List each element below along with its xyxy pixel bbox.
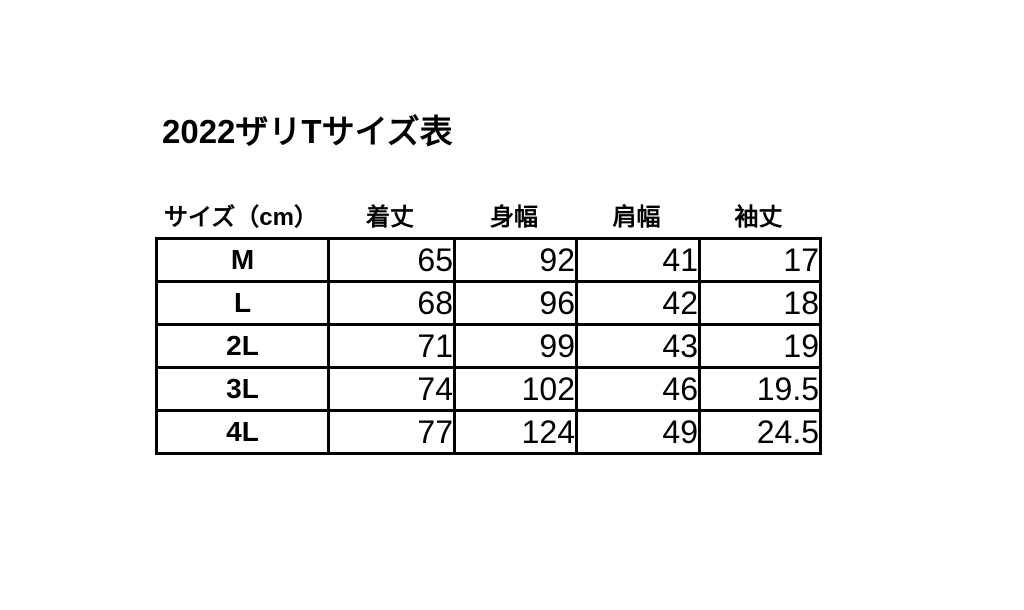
value-cell: 65 xyxy=(327,237,456,283)
column-header-body-length: 着丈 xyxy=(366,204,414,231)
value-cell: 43 xyxy=(575,323,701,369)
column-header-sleeve-length: 袖丈 xyxy=(734,204,783,231)
value-cell: 19 xyxy=(698,323,822,369)
table-row-2l: 2L 71 99 43 19 xyxy=(155,323,822,369)
value-cell: 68 xyxy=(327,280,456,326)
value-cell: 46 xyxy=(575,366,701,412)
value-cell: 18 xyxy=(698,280,822,326)
value-cell: 71 xyxy=(327,323,456,369)
value-cell: 96 xyxy=(453,280,578,326)
column-header-row: サイズ（cm） 着丈 身幅 肩幅 袖丈 xyxy=(155,192,819,234)
size-cell: L xyxy=(155,280,330,326)
size-cell: 2L xyxy=(155,323,330,369)
table-row-4l: 4L 77 124 49 24.5 xyxy=(155,409,822,455)
value-cell: 41 xyxy=(575,237,701,283)
value-cell: 19.5 xyxy=(698,366,822,412)
value-cell: 49 xyxy=(575,409,701,455)
value-cell: 74 xyxy=(327,366,456,412)
column-header-shoulder-width: 肩幅 xyxy=(612,204,661,231)
column-header-body-width: 身幅 xyxy=(490,204,538,231)
table-row-l: L 68 96 42 18 xyxy=(155,280,822,326)
value-cell: 92 xyxy=(453,237,578,283)
table-row-3l: 3L 74 102 46 19.5 xyxy=(155,366,822,412)
page-title: 2022ザリTサイズ表 xyxy=(162,113,453,150)
size-table: M 65 92 41 17 L 68 96 42 18 2L 71 99 43 … xyxy=(155,237,822,455)
value-cell: 102 xyxy=(453,366,578,412)
size-cell: 4L xyxy=(155,409,330,455)
size-cell: 3L xyxy=(155,366,330,412)
value-cell: 77 xyxy=(327,409,456,455)
size-cell: M xyxy=(155,237,330,283)
table-row-m: M 65 92 41 17 xyxy=(155,237,822,283)
value-cell: 24.5 xyxy=(698,409,822,455)
value-cell: 17 xyxy=(698,237,822,283)
value-cell: 42 xyxy=(575,280,701,326)
column-header-size: サイズ（cm） xyxy=(164,204,318,231)
value-cell: 99 xyxy=(453,323,578,369)
value-cell: 124 xyxy=(453,409,578,455)
